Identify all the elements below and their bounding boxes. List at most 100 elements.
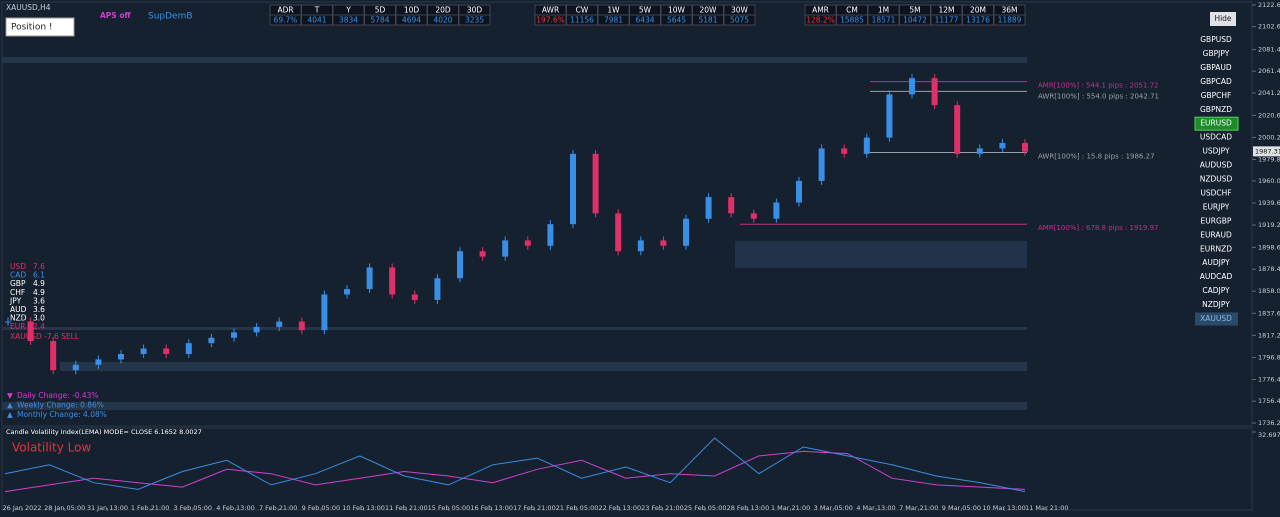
strength-currency: AUD xyxy=(10,305,27,314)
indicator-status: Volatility Low xyxy=(12,441,91,455)
candle xyxy=(976,148,983,154)
symbol-button[interactable]: EURAUD xyxy=(1200,230,1232,239)
table-value: 11889 xyxy=(998,16,1022,25)
y-tick-label: 1979.80 xyxy=(1258,155,1280,163)
y-tick-label: 1837.60 xyxy=(1258,309,1280,317)
strength-currency: JPY xyxy=(9,296,22,305)
symbol-button[interactable]: AUDJPY xyxy=(1202,258,1230,267)
symbol-button[interactable]: GBPCAD xyxy=(1200,77,1232,86)
x-tick-label: 3 Mar 05:00 xyxy=(814,504,853,512)
y-tick-label: 1898.60 xyxy=(1258,243,1280,251)
position-box[interactable] xyxy=(5,17,75,37)
x-tick-label: 21 Feb 05:00 xyxy=(556,504,599,512)
x-tick-label: 28 Feb 13:00 xyxy=(727,504,770,512)
table-header: 30D xyxy=(467,6,483,15)
x-tick-label: 26 Jan 2022 xyxy=(3,504,42,512)
symbol-button[interactable]: GBPAUD xyxy=(1200,63,1232,72)
x-tick-label: 23 Feb 21:00 xyxy=(641,504,684,512)
strength-value: 6.1 xyxy=(33,271,45,280)
x-tick-label: 10 Feb 13:00 xyxy=(342,504,385,512)
y-tick-label: 2102.60 xyxy=(1258,23,1280,31)
hide-label: Hide xyxy=(1214,14,1231,23)
y-tick-label: 1796.80 xyxy=(1258,353,1280,361)
price-pane xyxy=(1,1,1253,427)
table-header: AWR xyxy=(542,6,559,15)
symbol-button[interactable]: XAUUSD xyxy=(1200,314,1232,323)
candle xyxy=(185,343,192,354)
zone xyxy=(2,57,1027,63)
strength-currency: NZD xyxy=(10,314,27,323)
table-value: 5645 xyxy=(667,16,686,25)
table-header: CW xyxy=(576,6,589,15)
symbol-button[interactable]: GBPJPY xyxy=(1203,49,1230,58)
table-header: 20M xyxy=(970,6,986,15)
x-tick-label: 9 Feb 05:00 xyxy=(302,504,341,512)
candle xyxy=(344,289,350,295)
y-tick-label: 1939.60 xyxy=(1258,199,1280,207)
change-arrow: ▲ xyxy=(7,401,13,410)
table-value: 13176 xyxy=(966,16,990,25)
y-tick-label: 2041.20 xyxy=(1258,89,1280,97)
table-value: 6434 xyxy=(635,16,654,25)
x-tick-label: 1 Feb 21:00 xyxy=(131,504,170,512)
candle xyxy=(637,240,644,252)
y-tick-label: 1878.40 xyxy=(1258,265,1280,273)
candle xyxy=(615,213,622,252)
x-tick-label: 1 Mar 21:00 xyxy=(771,504,810,512)
symbol-button[interactable]: USDCHF xyxy=(1200,188,1231,197)
table-value: 4041 xyxy=(307,16,326,25)
table-header: 12M xyxy=(938,6,954,15)
symbol-button[interactable]: GBPNZD xyxy=(1200,105,1232,114)
symbol-button[interactable]: EURJPY xyxy=(1203,202,1230,211)
y-tick-label: 1858.00 xyxy=(1258,287,1280,295)
candle xyxy=(886,94,893,138)
symbol-button[interactable]: GBPUSD xyxy=(1200,35,1232,44)
current-price-box xyxy=(1253,146,1280,157)
candle xyxy=(389,267,396,295)
symbol-button[interactable]: CADJPY xyxy=(1202,286,1230,295)
zone xyxy=(2,402,1027,410)
table-header: T xyxy=(314,6,320,15)
x-tick-label: 28 Jan 05:00 xyxy=(44,504,85,512)
y-tick-label: 1756.40 xyxy=(1258,397,1280,405)
symbol-button[interactable]: NZDJPY xyxy=(1202,300,1230,309)
symbol-title: XAUUSD,H4 xyxy=(6,3,51,12)
strength-currency: CHF xyxy=(10,288,25,297)
x-tick-label: 4 Feb 13:00 xyxy=(216,504,255,512)
symbol-button[interactable]: EURGBP xyxy=(1201,216,1232,225)
symbol-button[interactable]: AUDUSD xyxy=(1200,161,1233,170)
table-value: 11177 xyxy=(935,16,959,25)
table-value: 5075 xyxy=(730,16,749,25)
table-value: 18571 xyxy=(872,16,896,25)
symbol-button[interactable]: GBPCHF xyxy=(1201,91,1232,100)
position-label: Position ! xyxy=(11,23,53,33)
table-value: 11156 xyxy=(570,16,594,25)
candle xyxy=(457,251,463,279)
symbol-button[interactable]: AUDCAD xyxy=(1200,272,1233,281)
y-tick-label: 2000.20 xyxy=(1258,133,1280,141)
symbol-button[interactable]: NZDUSD xyxy=(1200,175,1233,184)
symbol-button[interactable]: USDCAD xyxy=(1200,133,1232,142)
hide-button[interactable] xyxy=(1210,12,1236,26)
candle xyxy=(253,326,260,333)
symbol-button[interactable]: EURNZD xyxy=(1200,244,1232,253)
candle xyxy=(999,143,1006,149)
x-tick-label: 10 Mar 13:00 xyxy=(982,504,1025,512)
strength-value: 3.0 xyxy=(33,314,45,323)
symbol-button[interactable]: EURUSD xyxy=(1200,119,1232,128)
level-label: AMR[100%] : 544.1 pips : 2051.72 xyxy=(1038,82,1158,90)
candle xyxy=(118,353,124,360)
candle xyxy=(298,321,305,331)
strength-value: 3.6 xyxy=(33,296,45,305)
level-label: AMR[100%] : 678.8 pips : 1919.97 xyxy=(1038,224,1158,232)
x-tick-label: 3 Feb 05:00 xyxy=(174,504,213,512)
candle xyxy=(660,240,667,246)
y-tick-label: 1736.20 xyxy=(1258,419,1280,427)
table-header: 1W xyxy=(607,6,620,15)
symbol-button[interactable]: USDJPY xyxy=(1202,147,1230,156)
table-value: 4020 xyxy=(433,16,452,25)
table-value: 4694 xyxy=(402,16,421,25)
candle xyxy=(95,359,102,365)
strength-currency: USD xyxy=(10,262,26,271)
aps-label: APS off xyxy=(100,11,131,20)
